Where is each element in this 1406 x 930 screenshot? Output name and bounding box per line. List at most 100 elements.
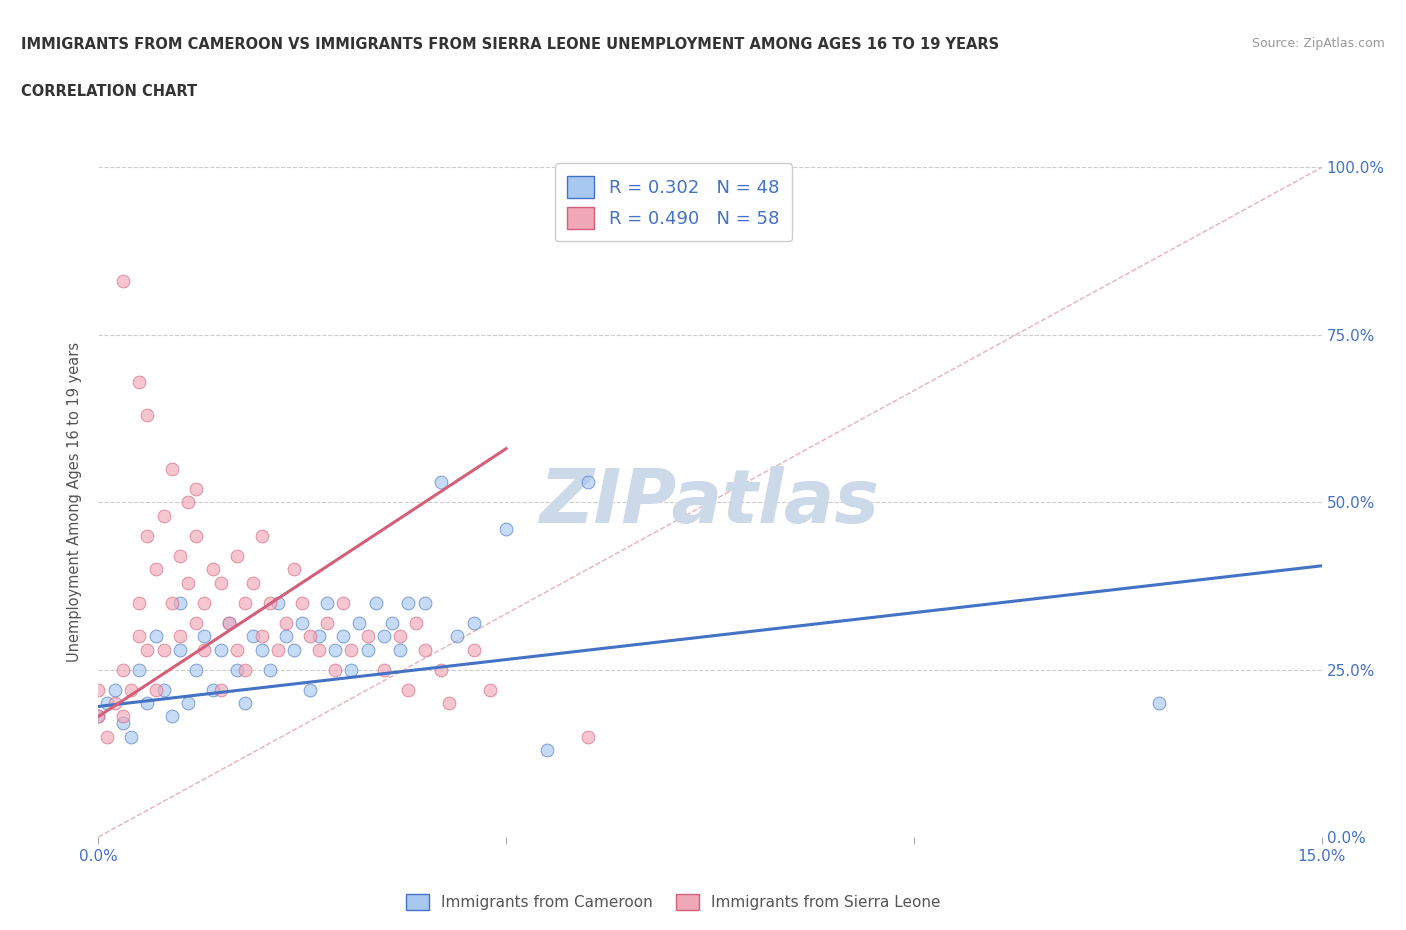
Text: Source: ZipAtlas.com: Source: ZipAtlas.com — [1251, 37, 1385, 50]
Point — [250, 528, 273, 543]
Point — [437, 696, 460, 711]
Point — [576, 474, 599, 489]
Point — [177, 495, 200, 510]
Point — [340, 642, 363, 657]
Point — [315, 595, 337, 610]
Point — [283, 642, 305, 657]
Point — [201, 562, 224, 577]
Point — [193, 629, 215, 644]
Point — [233, 662, 256, 677]
Point — [136, 528, 159, 543]
Point — [291, 595, 314, 610]
Point — [267, 642, 290, 657]
Point — [259, 662, 281, 677]
Point — [193, 642, 215, 657]
Point — [128, 629, 150, 644]
Point — [250, 629, 273, 644]
Point — [430, 662, 453, 677]
Point — [233, 696, 256, 711]
Point — [104, 683, 127, 698]
Point — [233, 595, 256, 610]
Point — [186, 482, 208, 497]
Point — [160, 709, 183, 724]
Point — [389, 642, 412, 657]
Point — [209, 642, 232, 657]
Point — [373, 662, 395, 677]
Point — [111, 709, 134, 724]
Point — [136, 696, 159, 711]
Point — [120, 729, 142, 744]
Point — [1147, 696, 1170, 711]
Point — [226, 642, 249, 657]
Point — [576, 729, 599, 744]
Text: CORRELATION CHART: CORRELATION CHART — [21, 84, 197, 99]
Point — [226, 549, 249, 564]
Point — [160, 461, 183, 476]
Point — [177, 696, 200, 711]
Point — [274, 629, 297, 644]
Point — [242, 575, 264, 590]
Point — [396, 683, 419, 698]
Point — [446, 629, 468, 644]
Point — [87, 683, 110, 698]
Point — [136, 407, 159, 422]
Legend: Immigrants from Cameroon, Immigrants from Sierra Leone: Immigrants from Cameroon, Immigrants fro… — [399, 888, 946, 916]
Point — [136, 642, 159, 657]
Point — [169, 629, 191, 644]
Point — [160, 595, 183, 610]
Point — [308, 642, 330, 657]
Point — [152, 642, 174, 657]
Text: ZIPatlas: ZIPatlas — [540, 466, 880, 538]
Point — [495, 522, 517, 537]
Y-axis label: Unemployment Among Ages 16 to 19 years: Unemployment Among Ages 16 to 19 years — [67, 342, 83, 662]
Point — [87, 709, 110, 724]
Point — [96, 696, 118, 711]
Point — [128, 662, 150, 677]
Point — [267, 595, 290, 610]
Point — [478, 683, 501, 698]
Point — [536, 742, 558, 757]
Point — [340, 662, 363, 677]
Point — [463, 642, 485, 657]
Point — [349, 616, 371, 631]
Point — [291, 616, 314, 631]
Point — [413, 642, 436, 657]
Point — [111, 662, 134, 677]
Point — [405, 616, 427, 631]
Point — [396, 595, 419, 610]
Point — [389, 629, 412, 644]
Point — [218, 616, 240, 631]
Point — [430, 474, 453, 489]
Point — [242, 629, 264, 644]
Point — [145, 683, 167, 698]
Point — [332, 595, 354, 610]
Point — [356, 629, 378, 644]
Point — [413, 595, 436, 610]
Point — [128, 595, 150, 610]
Point — [177, 575, 200, 590]
Point — [96, 729, 118, 744]
Point — [373, 629, 395, 644]
Point — [315, 616, 337, 631]
Point — [209, 575, 232, 590]
Point — [283, 562, 305, 577]
Text: IMMIGRANTS FROM CAMEROON VS IMMIGRANTS FROM SIERRA LEONE UNEMPLOYMENT AMONG AGES: IMMIGRANTS FROM CAMEROON VS IMMIGRANTS F… — [21, 37, 1000, 52]
Point — [169, 595, 191, 610]
Point — [193, 595, 215, 610]
Point — [186, 662, 208, 677]
Point — [152, 508, 174, 523]
Point — [145, 562, 167, 577]
Point — [169, 549, 191, 564]
Point — [274, 616, 297, 631]
Point — [111, 273, 134, 288]
Point — [201, 683, 224, 698]
Point — [128, 374, 150, 389]
Point — [186, 616, 208, 631]
Point — [152, 683, 174, 698]
Point — [463, 616, 485, 631]
Point — [323, 642, 346, 657]
Point — [169, 642, 191, 657]
Point — [332, 629, 354, 644]
Point — [381, 616, 404, 631]
Point — [111, 716, 134, 731]
